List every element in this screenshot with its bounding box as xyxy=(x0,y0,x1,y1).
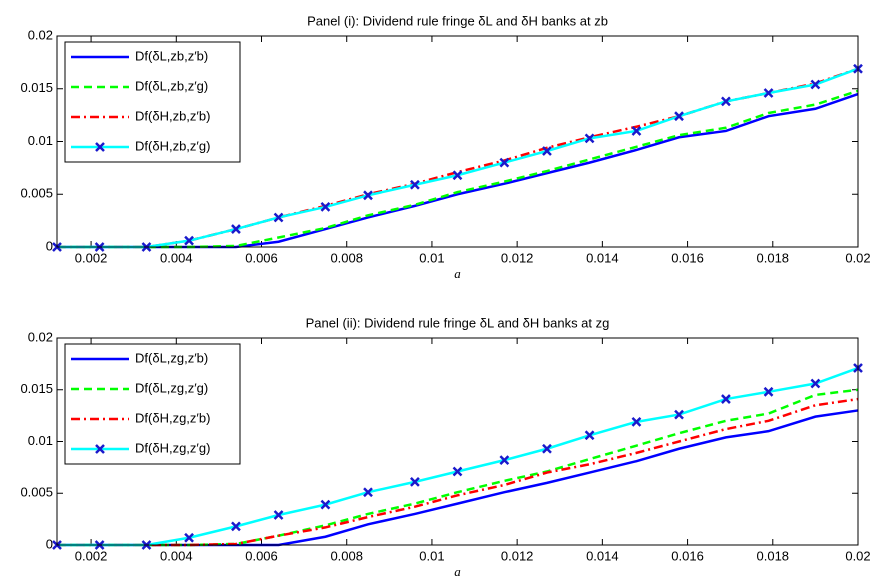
legend-label: Df(δL,zg,z′b) xyxy=(135,350,208,365)
y-tick-label: 0 xyxy=(46,536,53,551)
marker xyxy=(763,88,774,98)
marker xyxy=(184,532,194,543)
y-tick-label: 0.015 xyxy=(20,80,53,95)
x-tick-label: 0.008 xyxy=(330,250,363,265)
series-line xyxy=(57,397,859,547)
x-tick-label: 0.004 xyxy=(160,250,193,265)
x-tick-label: 0.006 xyxy=(245,548,278,563)
marker xyxy=(584,133,595,144)
y-tick-label: 0.02 xyxy=(28,27,53,42)
marker xyxy=(363,190,373,201)
x-tick-label: 0.016 xyxy=(671,250,704,265)
x-axis-label: a xyxy=(454,266,461,281)
marker xyxy=(721,394,731,404)
marker xyxy=(452,466,463,477)
y-tick-label: 0.02 xyxy=(28,329,53,344)
y-tick-label: 0.01 xyxy=(28,433,53,448)
x-tick-label: 0.014 xyxy=(586,548,619,563)
marker xyxy=(231,224,241,234)
marker xyxy=(631,416,642,427)
plot-frame xyxy=(56,35,859,248)
x-tick-label: 0.012 xyxy=(501,548,534,563)
x-tick-label: 0.014 xyxy=(586,250,619,265)
legend-marker xyxy=(95,444,105,454)
marker xyxy=(499,157,510,168)
y-tick-label: 0.015 xyxy=(20,381,53,396)
x-tick-label: 0.016 xyxy=(671,548,704,563)
y-tick-label: 0.01 xyxy=(28,133,53,148)
marker xyxy=(674,111,684,122)
y-tick-label: 0.005 xyxy=(20,485,53,500)
marker xyxy=(320,499,331,510)
chart-title: Panel (i): Dividend rule fringe δL and δ… xyxy=(307,13,608,28)
x-tick-label: 0.018 xyxy=(757,250,790,265)
marker xyxy=(273,510,284,520)
marker xyxy=(721,96,731,107)
x-tick-label: 0.002 xyxy=(75,250,108,265)
marker xyxy=(584,430,595,441)
x-tick-label: 0.02 xyxy=(845,548,870,563)
x-tick-label: 0.012 xyxy=(501,250,534,265)
marker xyxy=(184,235,194,246)
legend-label: Df(δH,zg,z′g) xyxy=(135,440,210,455)
legend-box xyxy=(64,343,241,465)
x-axis-label: a xyxy=(454,564,461,579)
marker xyxy=(320,202,331,212)
marker xyxy=(452,170,463,181)
x-tick-label: 0.018 xyxy=(757,548,790,563)
y-tick-label: 0 xyxy=(46,238,53,253)
x-tick-label: 0.002 xyxy=(75,548,108,563)
marker xyxy=(410,179,420,190)
legend-marker xyxy=(95,142,105,152)
marker xyxy=(499,455,510,466)
x-tick-label: 0.01 xyxy=(419,250,444,265)
x-tick-label: 0.02 xyxy=(845,250,870,265)
chart-title: Panel (ii): Dividend rule fringe δL and … xyxy=(306,315,610,330)
marker xyxy=(231,521,241,532)
marker xyxy=(363,487,373,498)
plot-frame xyxy=(56,337,859,546)
legend-label: Df(δL,zb,z′b) xyxy=(135,48,208,63)
x-tick-label: 0.008 xyxy=(330,548,363,563)
marker xyxy=(763,386,774,397)
y-tick-label: 0.005 xyxy=(20,186,53,201)
marker xyxy=(410,476,420,487)
x-tick-label: 0.004 xyxy=(160,548,193,563)
marker xyxy=(674,409,684,420)
legend-label: Df(δH,zb,z′b) xyxy=(135,108,210,123)
marker xyxy=(542,443,552,454)
legend-label: Df(δH,zg,z′b) xyxy=(135,410,210,425)
legend-label: Df(δL,zg,z′g) xyxy=(135,380,208,395)
marker xyxy=(542,146,552,156)
legend-box xyxy=(64,41,241,163)
legend-label: Df(δH,zb,z′g) xyxy=(135,138,210,153)
marker xyxy=(810,79,821,90)
marker xyxy=(273,212,284,223)
x-tick-label: 0.01 xyxy=(419,548,444,563)
legend-label: Df(δL,zb,z′g) xyxy=(135,78,208,93)
marker xyxy=(631,126,642,136)
marker xyxy=(810,378,821,389)
x-tick-label: 0.006 xyxy=(245,250,278,265)
